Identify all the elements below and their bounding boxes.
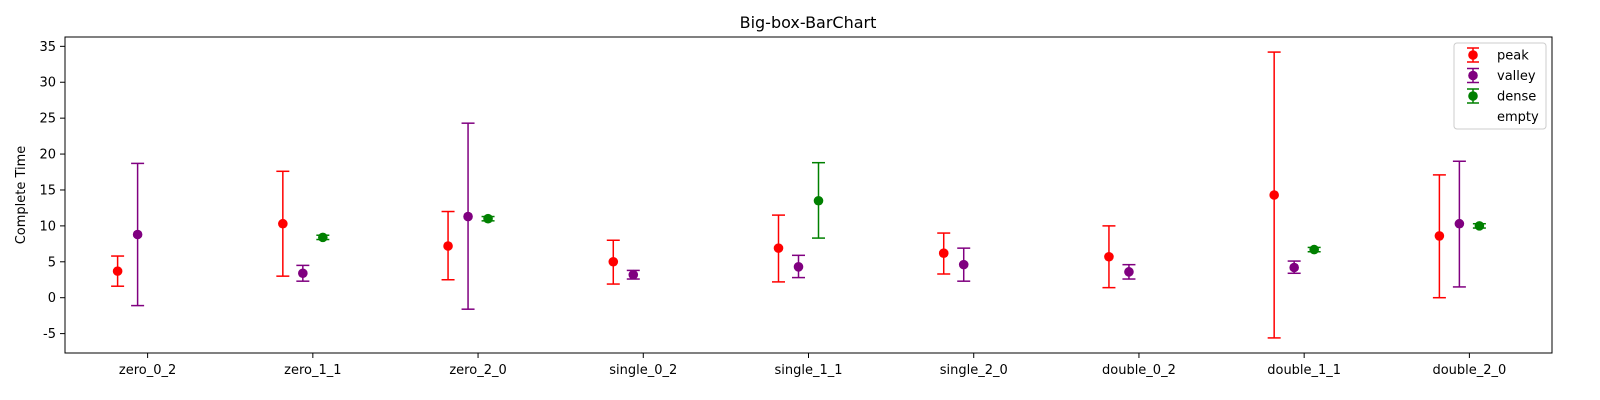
- legend-marker: [1468, 50, 1478, 60]
- y-tick-label: 5: [48, 255, 56, 270]
- x-tick-label: double_1_1: [1267, 363, 1341, 378]
- x-tick-label: zero_0_2: [119, 363, 176, 378]
- data-point: [298, 268, 308, 279]
- x-tick-label: double_0_2: [1102, 363, 1176, 378]
- data-point: [278, 218, 288, 229]
- x-tick-label: double_2_0: [1432, 363, 1506, 378]
- data-point: [773, 243, 784, 253]
- data-point: [463, 211, 473, 222]
- x-tick-label: zero_2_0: [449, 363, 506, 378]
- data-point: [628, 269, 639, 280]
- data-point: [958, 259, 969, 270]
- legend-label: dense: [1497, 90, 1536, 105]
- legend-box: [1453, 42, 1547, 130]
- data-point: [813, 195, 824, 206]
- x-tick-label: single_0_2: [609, 363, 677, 378]
- data-point: [1454, 218, 1465, 229]
- data-point: [1309, 244, 1319, 255]
- legend-label: peak: [1497, 49, 1529, 64]
- data-point: [793, 262, 804, 272]
- data-point: [483, 213, 493, 224]
- x-tick-label: zero_1_1: [284, 363, 341, 378]
- y-tick-label: 30: [39, 76, 56, 91]
- data-point: [112, 266, 123, 276]
- x-tick-label: single_2_0: [940, 363, 1008, 378]
- plot-area: -5 0 5 10 15 20 25 30 35 zero_0_2 zero_1_1 zero_2_0…: [39, 36, 1553, 378]
- series-dense: [316, 161, 1486, 255]
- legend-item-dense: dense: [1467, 88, 1536, 105]
- legend-item-empty: empty: [1497, 110, 1539, 125]
- data-point: [938, 248, 949, 258]
- y-tick-label: 10: [39, 219, 56, 234]
- legend-marker: [1468, 70, 1478, 81]
- y-tick-label: 25: [39, 112, 56, 127]
- y-tick-label: -5: [43, 327, 56, 342]
- legend-marker: [1468, 91, 1478, 101]
- data-point: [608, 256, 619, 267]
- data-point: [1434, 231, 1445, 241]
- data-point: [1289, 262, 1299, 273]
- y-tick-label: 20: [39, 148, 56, 163]
- legend-item-peak: peak: [1467, 47, 1529, 64]
- plot-frame: [64, 36, 1553, 354]
- legend: peak valley dense empty: [1453, 42, 1547, 130]
- y-tick-label: 35: [39, 40, 56, 55]
- y-tick-label: 15: [39, 183, 56, 198]
- chart-title: Big-box-BarChart: [740, 13, 877, 32]
- data-point: [1104, 251, 1114, 262]
- series-valley: [131, 122, 1466, 310]
- series-peak: [111, 51, 1446, 339]
- data-point: [1124, 267, 1134, 277]
- legend-item-valley: valley: [1467, 67, 1536, 84]
- y-axis-title: Complete Time: [14, 146, 29, 245]
- data-point: [318, 232, 328, 243]
- legend-label: valley: [1497, 69, 1536, 84]
- data-point: [132, 229, 143, 240]
- legend-label: empty: [1497, 110, 1539, 125]
- x-tick-label: single_1_1: [774, 363, 842, 378]
- data-point: [443, 241, 453, 251]
- data-point: [1474, 221, 1485, 231]
- data-point: [1269, 190, 1279, 200]
- y-tick-label: 0: [48, 291, 56, 306]
